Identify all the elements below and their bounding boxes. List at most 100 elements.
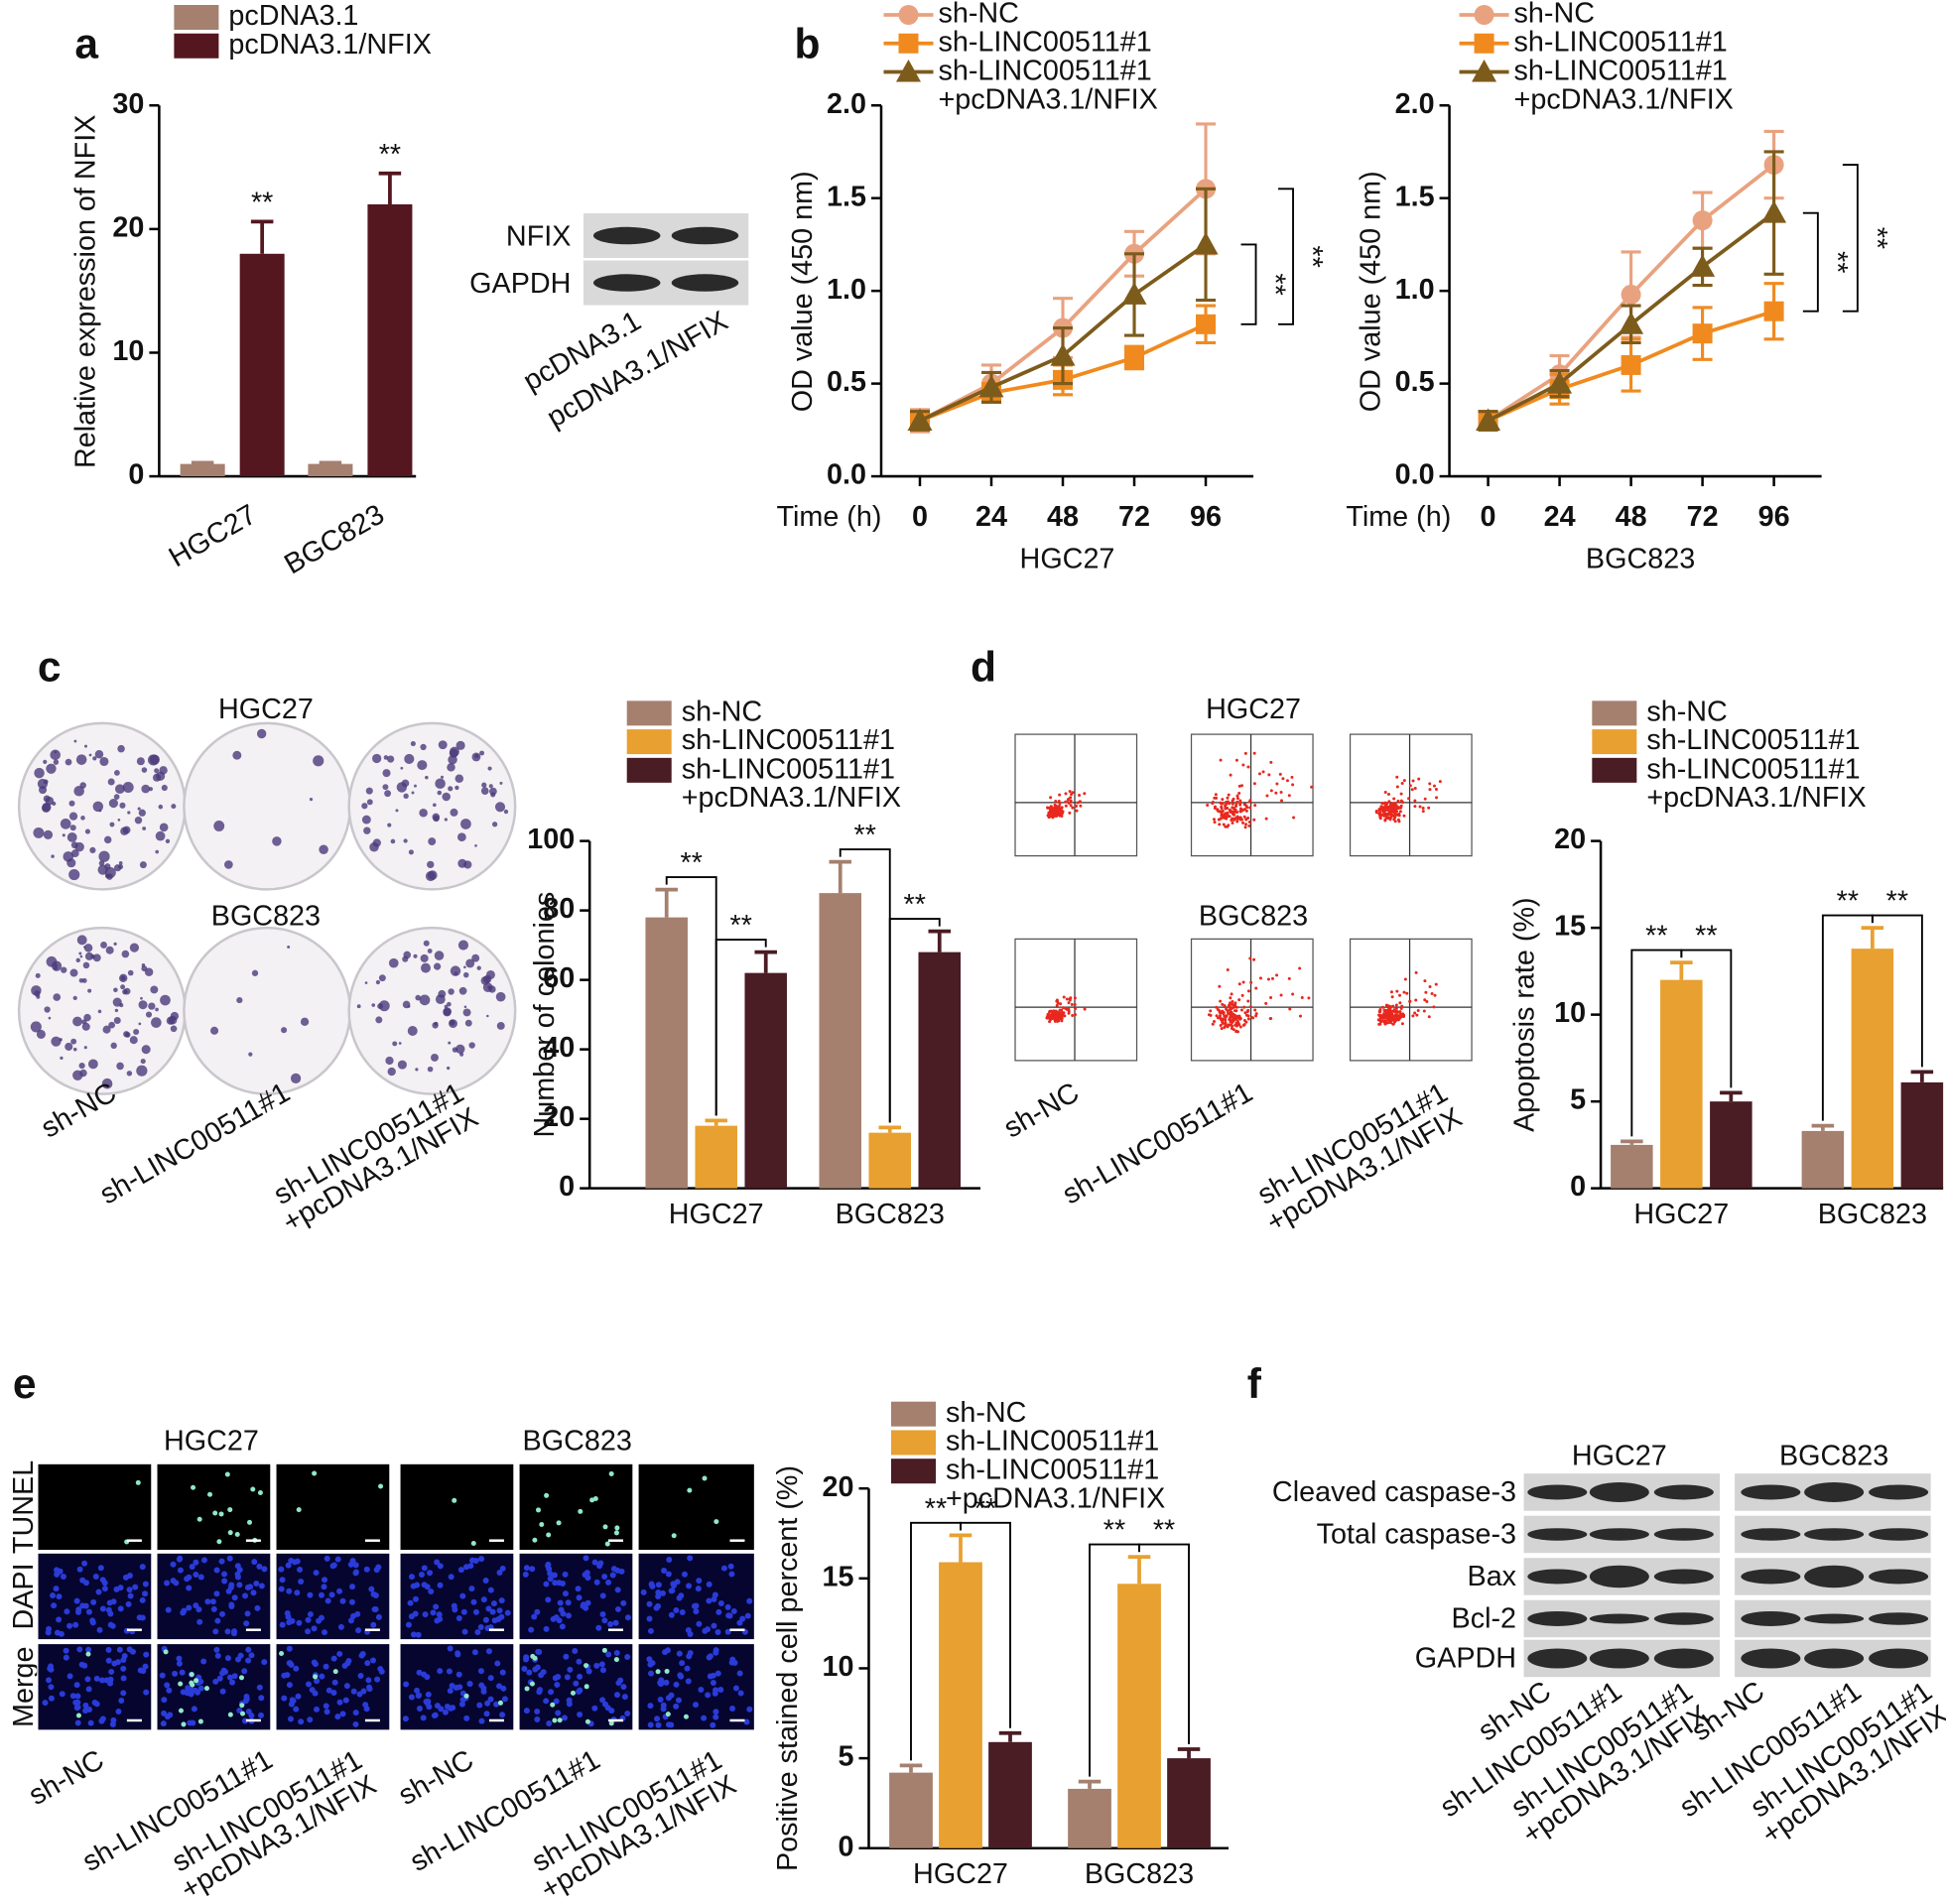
nucleus	[598, 1661, 605, 1668]
colony	[390, 838, 396, 844]
nucleus	[661, 1568, 668, 1575]
nucleus	[477, 1668, 484, 1675]
nucleus	[323, 1703, 329, 1710]
flow-event	[1246, 999, 1250, 1003]
nucleus	[118, 1698, 125, 1705]
y-tick-label: 0.5	[827, 366, 866, 398]
colony	[100, 942, 107, 949]
colony	[84, 744, 87, 748]
nucleus	[471, 1649, 478, 1656]
colony	[148, 787, 154, 792]
flow-event	[1378, 1010, 1382, 1014]
flow-gate	[1350, 734, 1473, 856]
flow-event	[1049, 796, 1053, 800]
legend-label: pcDNA3.1/NFIX	[228, 29, 432, 61]
nucleus	[87, 1719, 94, 1726]
flow-event	[1395, 785, 1399, 789]
flow-event	[1291, 783, 1295, 787]
x-tick-label: HGC27	[164, 498, 262, 573]
nucleus	[534, 1716, 541, 1723]
nucleus	[177, 1567, 184, 1574]
nucleus	[228, 1602, 235, 1609]
nucleus	[177, 1555, 184, 1562]
colony	[170, 1011, 180, 1021]
colony	[114, 1008, 119, 1013]
flow-event	[1213, 796, 1217, 800]
error-bar	[1910, 1070, 1934, 1082]
error-bar	[705, 1118, 727, 1126]
tunel-cell	[614, 1525, 620, 1531]
colony	[110, 1042, 117, 1050]
nucleus	[117, 1585, 124, 1591]
flow-event	[1217, 810, 1221, 814]
blot-band	[1741, 1610, 1801, 1626]
flow-event	[1206, 804, 1210, 808]
colony	[79, 1069, 87, 1078]
annotation-group: **	[1821, 251, 1853, 273]
nucleus	[190, 1719, 196, 1726]
colony	[375, 1016, 383, 1024]
colony	[474, 844, 477, 847]
colony	[407, 1026, 418, 1036]
blot-band	[671, 274, 739, 292]
nucleus	[212, 1628, 219, 1635]
nucleus	[476, 1702, 483, 1709]
flow-event	[1254, 986, 1258, 990]
colony	[161, 784, 168, 792]
flow-event	[1390, 995, 1394, 999]
nucleus	[720, 1565, 727, 1572]
flow-event	[1411, 1014, 1415, 1018]
nucleus	[352, 1720, 359, 1727]
blot-band	[592, 274, 661, 292]
blot-band	[1589, 1613, 1649, 1624]
nucleus	[193, 1559, 199, 1566]
nucleus	[355, 1627, 362, 1634]
nucleus	[736, 1670, 743, 1677]
nucleus	[321, 1584, 327, 1590]
flow-event	[1052, 1011, 1056, 1015]
x-tick-label: 48	[1616, 501, 1647, 533]
nucleus	[434, 1559, 441, 1566]
colony	[60, 818, 71, 829]
y-axis-label: Relative expression of NFIX	[69, 115, 101, 468]
nucleus	[648, 1670, 655, 1677]
nucleus	[115, 1709, 122, 1715]
x-tick-label: HGC27	[669, 1199, 764, 1230]
lane-label: sh-NC	[393, 1744, 479, 1812]
tunel-cell	[296, 1507, 302, 1513]
nucleus	[436, 1611, 443, 1618]
colony	[79, 954, 83, 958]
nucleus	[244, 1610, 251, 1617]
nucleus	[433, 1603, 440, 1610]
colony	[464, 1019, 472, 1027]
colony	[53, 993, 62, 1001]
tunel-cell	[250, 1486, 256, 1492]
nucleus	[248, 1652, 255, 1659]
nucleus	[219, 1688, 226, 1695]
flow-event	[1421, 810, 1425, 814]
nucleus	[532, 1666, 539, 1673]
colony	[385, 1056, 394, 1066]
nucleus	[454, 1651, 461, 1658]
nucleus	[159, 1672, 166, 1679]
flow-event	[1213, 1019, 1217, 1023]
nucleus	[646, 1656, 653, 1663]
flow-event	[1269, 760, 1273, 764]
flow-event	[1064, 1006, 1068, 1010]
nucleus	[204, 1598, 211, 1605]
error-bar	[1078, 1779, 1102, 1789]
nucleus	[362, 1702, 369, 1709]
nucleus	[318, 1591, 324, 1598]
nucleus	[129, 1648, 136, 1655]
flow-event	[1064, 792, 1068, 796]
tunel-cell	[544, 1492, 550, 1498]
nucleus	[278, 1586, 285, 1592]
flow-event	[1387, 1019, 1391, 1023]
flow-event	[1232, 1012, 1235, 1016]
flow-event	[1402, 814, 1406, 818]
nucleus	[105, 1657, 112, 1664]
blot-band	[1804, 1528, 1865, 1541]
flow-event	[1423, 979, 1427, 983]
flow-event	[1405, 991, 1409, 995]
